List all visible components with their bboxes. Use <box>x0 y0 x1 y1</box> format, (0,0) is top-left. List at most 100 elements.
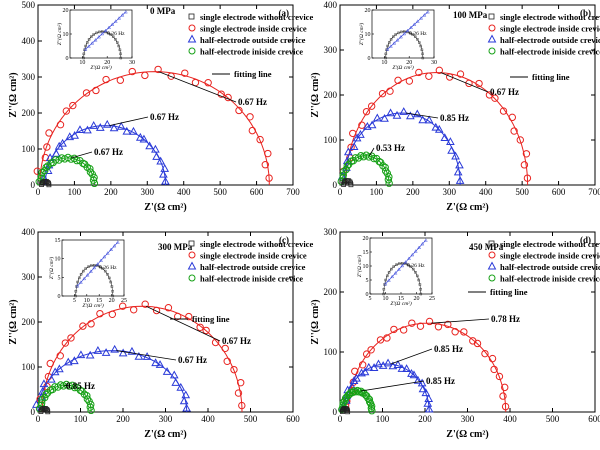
inset-marker-outside <box>397 267 401 271</box>
marker-inside <box>408 319 416 327</box>
marker-inside <box>152 306 161 315</box>
inset-fit-outside <box>77 241 119 287</box>
marker-outside <box>110 344 120 353</box>
annotation-leader <box>109 116 149 126</box>
marker-inside <box>141 71 149 80</box>
marker-half_inside <box>90 173 98 182</box>
inset-fit-outside <box>85 11 127 50</box>
inset-marker-without <box>389 38 393 41</box>
inset-marker-outside <box>97 34 101 39</box>
inset-x-tick-label: 30 <box>129 60 135 66</box>
marker-inside <box>43 143 51 151</box>
legend-marker-outside <box>487 34 497 43</box>
marker-outside <box>406 111 415 120</box>
y-tick-label: 500 <box>22 0 36 10</box>
inset-y-label: Z''(Ω cm²) <box>48 257 55 280</box>
inset-marker-outside <box>405 28 410 33</box>
x-tick-label: 700 <box>588 187 600 197</box>
marker-outside <box>360 367 370 376</box>
inset-marker-without <box>87 38 91 41</box>
legend-label: single electrode inside crevice <box>500 251 600 261</box>
marker-inside <box>508 113 516 122</box>
y-tick-label: 100 <box>324 135 338 145</box>
x-tick-label: 300 <box>159 414 173 424</box>
marker-outside <box>424 394 434 402</box>
x-tick-label: 100 <box>376 414 390 424</box>
marker-outside <box>356 130 365 138</box>
marker-inside <box>264 149 272 158</box>
frequency-annotation: 0.67 Hz <box>94 147 123 157</box>
inset-x-tick-label: 15 <box>96 298 102 304</box>
inset-marker-without <box>101 267 104 270</box>
x-tick-label: 100 <box>74 414 88 424</box>
inset-marker-outside <box>400 263 405 268</box>
inset-marker-without <box>387 271 391 274</box>
y-tick-label: 300 <box>324 45 338 55</box>
marker-inside <box>56 352 64 360</box>
marker-without <box>46 182 52 188</box>
marker-inside <box>204 79 212 87</box>
x-tick-label: 400 <box>201 414 215 424</box>
annotation-leader <box>145 305 221 342</box>
marker-inside <box>358 361 367 369</box>
marker-inside <box>46 359 54 368</box>
marker-outside <box>357 368 366 377</box>
marker-inside <box>362 107 371 116</box>
marker-outside <box>383 358 393 367</box>
inset-marker-outside <box>415 19 420 23</box>
inset-y-tick-label: 0 <box>368 56 371 62</box>
inset-marker-outside <box>123 10 128 14</box>
inset-marker-without <box>79 273 83 276</box>
inset-marker-without <box>90 35 93 38</box>
inset-marker-without <box>408 31 412 35</box>
marker-inside <box>256 135 264 144</box>
inset-marker-outside <box>399 34 403 39</box>
inset-x-tick-label: 25 <box>429 296 435 302</box>
legend-marker-inside <box>188 24 196 32</box>
annotation-leader <box>71 151 93 159</box>
inset-marker-without <box>111 35 115 38</box>
annotation-leader <box>440 72 489 93</box>
marker-half_inside <box>381 167 390 175</box>
inset-marker-outside <box>87 44 91 48</box>
marker-outside <box>70 130 80 139</box>
x-tick-label: 500 <box>213 187 227 197</box>
legend-label: single electrode inside crevice <box>200 24 307 34</box>
inset-fit-without <box>75 264 114 297</box>
inset-marker-without <box>395 263 398 266</box>
inset-marker-without <box>390 267 393 271</box>
marker-outside <box>152 151 161 160</box>
marker-outside <box>122 126 132 135</box>
panel-b: 0 100 200 300 400 500 600 7000100200300400Z'(Ω … <box>310 0 600 213</box>
marker-inside <box>465 79 473 88</box>
x-tick-label: 300 <box>141 187 155 197</box>
inset-marker-outside <box>109 247 113 251</box>
inset-y-tick-label: 0 <box>366 292 369 298</box>
marker-inside <box>473 339 482 348</box>
inset-y-label: Z''(Ω cm²) <box>356 255 363 278</box>
marker-inside <box>378 89 387 98</box>
inset-fit-outside <box>385 239 427 285</box>
marker-inside <box>246 113 254 121</box>
inset-marker-outside <box>110 22 115 26</box>
marker-inside <box>362 350 371 358</box>
marker-outside <box>380 113 389 122</box>
marker-outside <box>142 352 152 360</box>
fit-line-outside <box>37 350 188 413</box>
inset-y-tick-label: 20 <box>363 236 369 242</box>
marker-inside <box>425 72 433 80</box>
inset-marker-outside <box>410 252 415 257</box>
y-tick-label: 100 <box>324 347 338 357</box>
inset-marker-without <box>387 41 391 44</box>
marker-outside <box>349 142 359 151</box>
marker-outside <box>364 362 374 371</box>
marker-outside <box>402 364 411 373</box>
legend-label: fitting line <box>192 314 230 324</box>
inset-marker-outside <box>120 13 125 17</box>
inset-marker-without <box>82 269 85 273</box>
x-tick-label: 200 <box>406 187 420 197</box>
